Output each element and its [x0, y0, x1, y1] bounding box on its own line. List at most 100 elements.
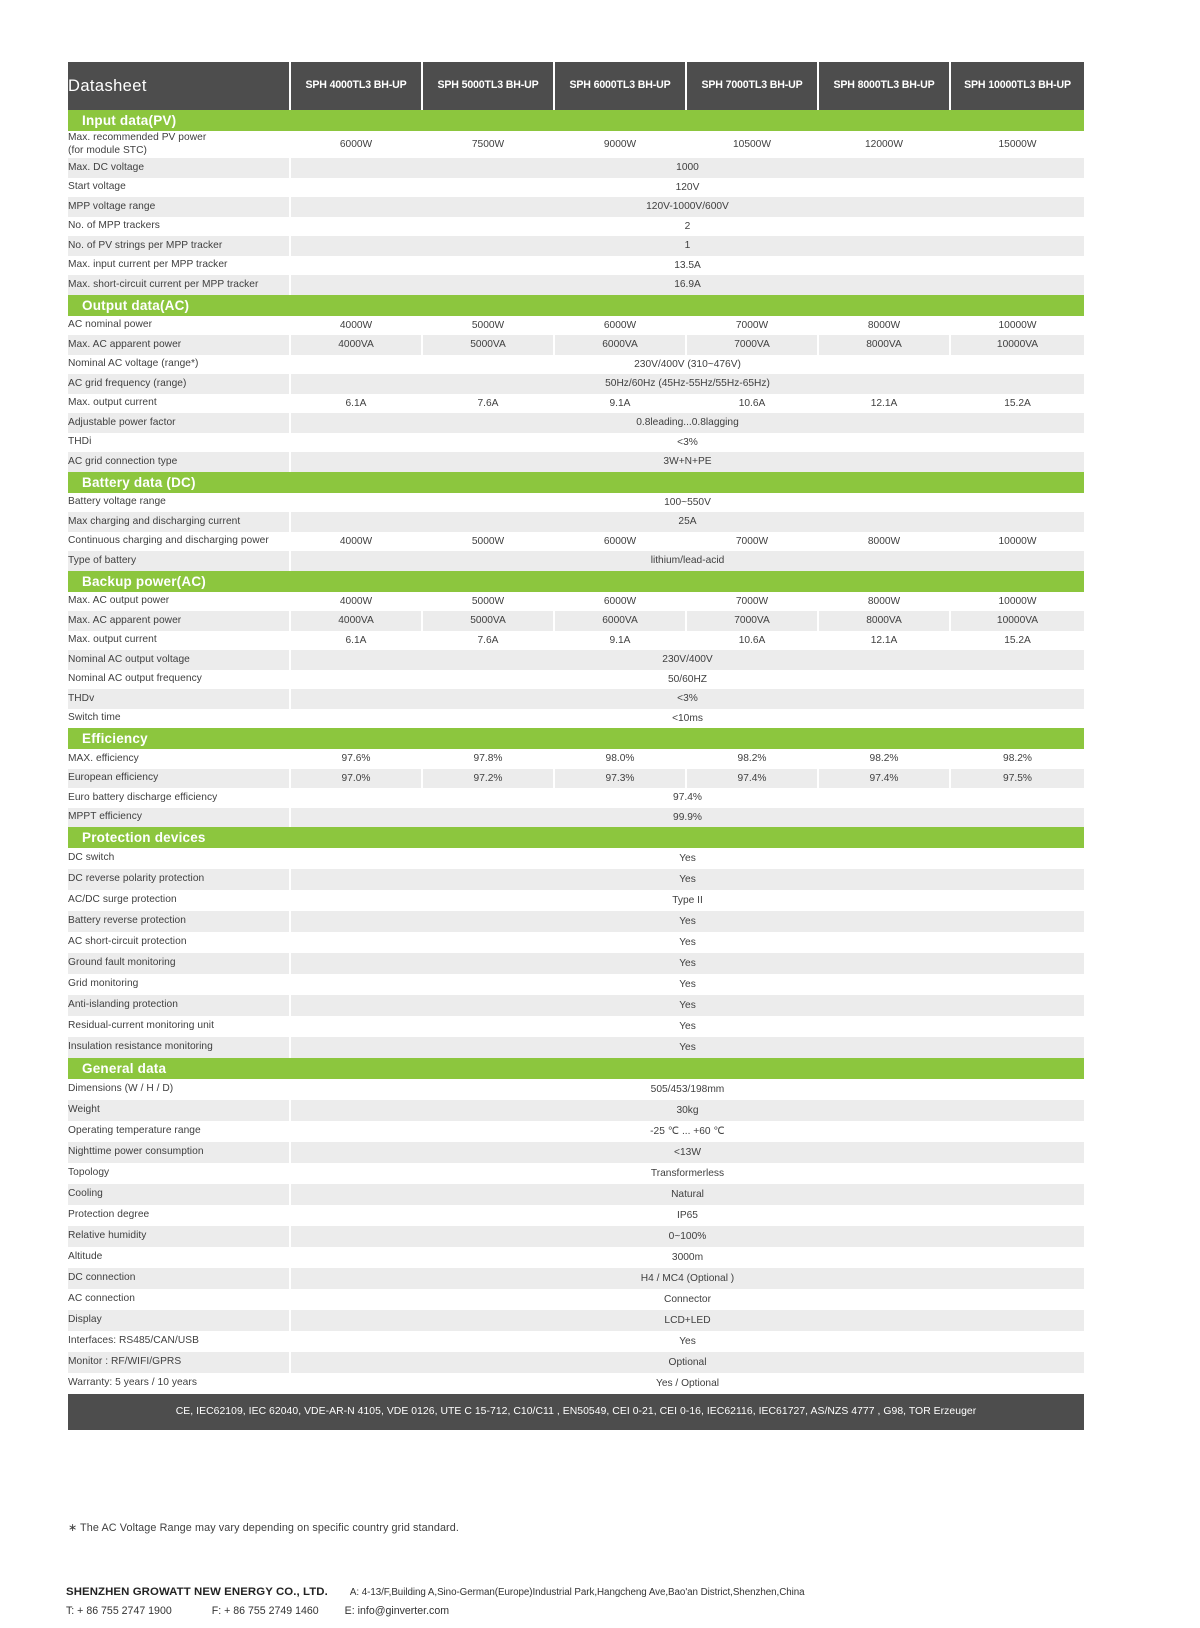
spec-row: Insulation resistance monitoring Yes: [68, 1037, 1084, 1058]
model-header-1: SPH 4000TL3 BH-UP: [289, 62, 422, 110]
spec-value: 7.6A: [421, 393, 554, 413]
company-footer: SHENZHEN GROWATT NEW ENERGY CO., LTD. A:…: [66, 1586, 1136, 1617]
spec-row: MAX. efficiency 97.6% 97.8% 98.0% 98.2% 98.2%…: [68, 749, 1084, 769]
spec-row: Operating temperature range -25 ℃ ... +60…: [68, 1121, 1084, 1142]
spec-label: Nighttime power consumption: [68, 1142, 291, 1163]
spec-label: Battery voltage range: [68, 492, 291, 512]
spec-value: 15000W: [949, 131, 1084, 158]
spec-value: 10000W: [949, 315, 1084, 335]
spec-label: Start voltage: [68, 177, 291, 197]
spec-value: 10.6A: [685, 630, 818, 650]
spec-value: 97.4%: [685, 768, 818, 788]
section-title: General data: [68, 1058, 1084, 1079]
spec-row: Max. short-circuit current per MPP track…: [68, 275, 1084, 295]
spec-value: 6000W: [553, 531, 686, 551]
spec-value-all-models: lithium/lead-acid: [289, 551, 1084, 571]
spec-value: 8000W: [817, 591, 950, 611]
spec-row: Battery voltage range 100~550V: [68, 492, 1084, 512]
spec-value-all-models: -25 ℃ ... +60 ℃: [289, 1121, 1084, 1142]
spec-value: 5000W: [421, 531, 554, 551]
spec-row: Max. AC apparent power 4000VA 5000VA 6000VA…: [68, 611, 1084, 631]
spec-value: 7.6A: [421, 630, 554, 650]
spec-label: Euro battery discharge efficiency: [68, 788, 291, 808]
spec-value: 4000W: [290, 591, 422, 611]
spec-value: 9000W: [553, 131, 686, 158]
spec-label: Altitude: [68, 1247, 291, 1268]
spec-value: 5000W: [421, 591, 554, 611]
spec-value-all-models: 50/60HZ: [289, 669, 1084, 689]
spec-label: Max. output current: [68, 630, 291, 650]
spec-label: THDv: [68, 689, 291, 709]
spec-label: AC/DC surge protection: [68, 890, 291, 911]
spec-row: DC reverse polarity protection Yes: [68, 869, 1084, 890]
spec-value: 12.1A: [817, 393, 950, 413]
section-header-row: Efficiency: [68, 728, 1084, 749]
spec-label: Max charging and discharging current: [68, 512, 291, 532]
spec-label: Insulation resistance monitoring: [68, 1037, 291, 1058]
spec-value-all-models: Yes: [289, 953, 1084, 974]
spec-row: Weight 30kg: [68, 1100, 1084, 1121]
spec-row: Max. output current 6.1A 7.6A 9.1A 10.6A 12.1…: [68, 630, 1084, 650]
spec-value-all-models: 0~100%: [289, 1226, 1084, 1247]
spec-value-all-models: Type II: [289, 890, 1084, 911]
section-header-row: Battery data (DC): [68, 471, 1084, 493]
spec-row: Switch time <10ms: [68, 708, 1084, 728]
spec-label: Continuous charging and discharging powe…: [68, 531, 291, 551]
spec-row: No. of MPP trackers 2: [68, 216, 1084, 236]
spec-value: 97.4%: [817, 768, 950, 788]
spec-value-all-models: Yes: [289, 848, 1084, 869]
spec-value-all-models: H4 / MC4 (Optional ): [289, 1268, 1084, 1289]
spec-value: 8000VA: [817, 611, 950, 631]
spec-label: Nominal AC output voltage: [68, 650, 291, 670]
spec-value-all-models: 3W+N+PE: [289, 452, 1084, 472]
spec-value: 8000VA: [817, 335, 950, 355]
spec-value-all-models: 3000m: [289, 1247, 1084, 1268]
spec-value: 10000W: [949, 531, 1084, 551]
footnote: ∗ The AC Voltage Range may vary dependin…: [68, 1522, 459, 1534]
spec-value-all-models: Transformerless: [289, 1163, 1084, 1184]
model-header-6: SPH 10000TL3 BH-UP: [949, 62, 1084, 110]
section-title: Backup power(AC): [68, 570, 1084, 592]
spec-row: European efficiency 97.0% 97.2% 97.3% 97.4% 9…: [68, 768, 1084, 788]
spec-label: Switch time: [68, 708, 291, 728]
spec-value: 7000W: [685, 315, 818, 335]
spec-label: Max. AC apparent power: [68, 335, 291, 355]
section-header-row: Protection devices: [68, 827, 1084, 848]
spec-row: Max. input current per MPP tracker 13.5A: [68, 255, 1084, 275]
spec-label: Max. DC voltage: [68, 158, 291, 178]
spec-value: 8000W: [817, 315, 950, 335]
section-title: Battery data (DC): [68, 471, 1084, 493]
spec-value-all-models: <10ms: [289, 708, 1084, 728]
spec-value: 4000VA: [290, 611, 422, 631]
spec-row: Max. recommended PV power (for module STC…: [68, 131, 1084, 158]
spec-value-all-models: 13.5A: [289, 255, 1084, 275]
company-email: E: info@ginverter.com: [344, 1605, 450, 1617]
spec-value-all-models: Optional: [289, 1352, 1084, 1373]
spec-value: 7000VA: [685, 335, 818, 355]
spec-value: 7500W: [421, 131, 554, 158]
spec-value: 6000W: [290, 131, 422, 158]
spec-value-all-models: Natural: [289, 1184, 1084, 1205]
spec-label: Warranty: 5 years / 10 years: [68, 1373, 291, 1394]
spec-value: 98.0%: [553, 749, 686, 769]
spec-value: 6.1A: [290, 630, 422, 650]
spec-label: Dimensions (W / H / D): [68, 1079, 291, 1100]
spec-value: 97.0%: [290, 768, 422, 788]
spec-value: 7000W: [685, 591, 818, 611]
spec-label: DC connection: [68, 1268, 291, 1289]
spec-row: Max. DC voltage 1000: [68, 158, 1084, 178]
spec-value: 97.8%: [421, 749, 554, 769]
spec-label: MPPT efficiency: [68, 807, 291, 827]
section-header-row: Backup power(AC): [68, 570, 1084, 592]
spec-value-all-models: 2: [289, 216, 1084, 236]
spec-label: Topology: [68, 1163, 291, 1184]
spec-value-all-models: 1000: [289, 158, 1084, 178]
spec-value: 10000VA: [949, 611, 1084, 631]
spec-label: Nominal AC voltage (range*): [68, 354, 291, 374]
spec-row: Euro battery discharge efficiency 97.4%: [68, 788, 1084, 808]
spec-value: 10000VA: [949, 335, 1084, 355]
spec-label: Relative humidity: [68, 1226, 291, 1247]
spec-row: Monitor : RF/WIFI/GPRS Optional: [68, 1352, 1084, 1373]
spec-value-all-models: Yes: [289, 911, 1084, 932]
